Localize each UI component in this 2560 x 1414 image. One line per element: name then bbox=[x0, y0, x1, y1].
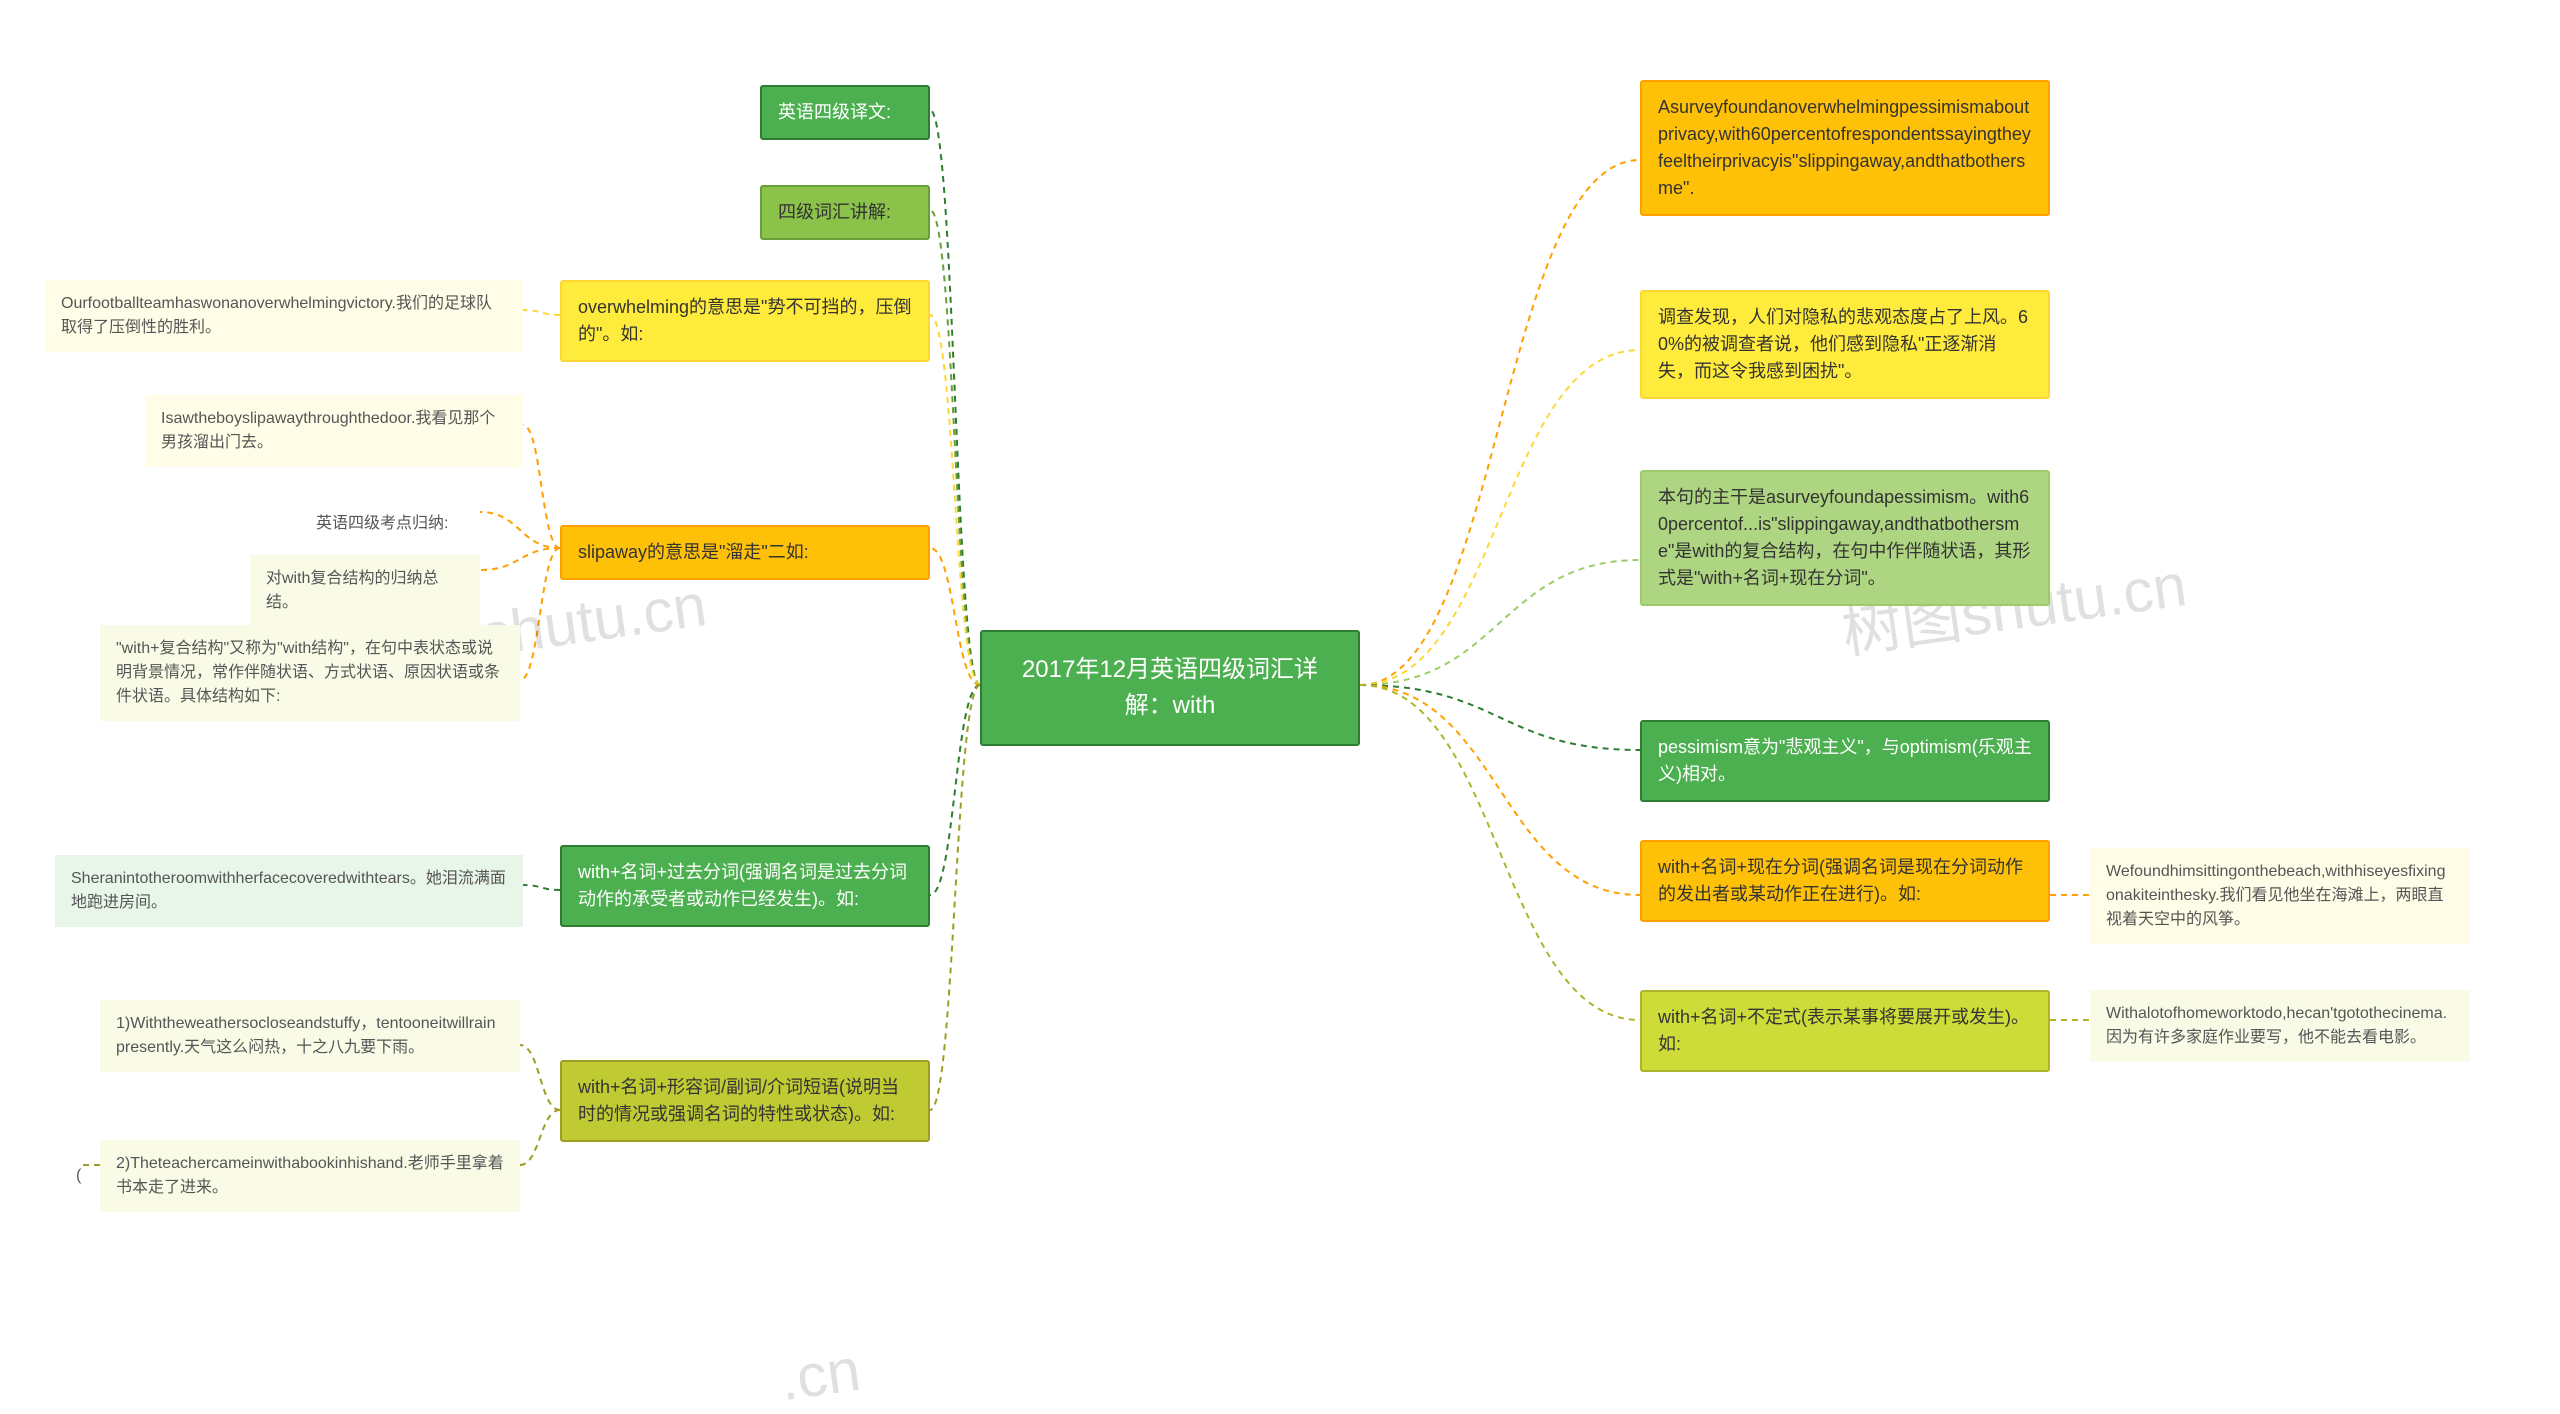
connector bbox=[930, 685, 980, 895]
node-l6: with+名词+形容词/副词/介词短语(说明当时的情况或强调名词的特性或状态)。… bbox=[560, 1060, 930, 1142]
connector bbox=[1360, 560, 1640, 685]
node-r2: 调查发现，人们对隐私的悲观态度占了上风。60%的被调查者说，他们感到隐私"正逐渐… bbox=[1640, 290, 2050, 399]
node-l1: 英语四级译文: bbox=[760, 85, 930, 140]
connector bbox=[480, 548, 560, 570]
connector bbox=[1360, 160, 1640, 685]
node-l3a: Ourfootballteamhaswonanoverwhelmingvicto… bbox=[45, 280, 523, 352]
connector bbox=[1360, 685, 1640, 1020]
connector bbox=[1360, 685, 1640, 895]
connector bbox=[930, 210, 980, 685]
connector bbox=[1360, 685, 1640, 750]
connector bbox=[1360, 350, 1640, 685]
node-r4: pessimism意为"悲观主义"，与optimism(乐观主义)相对。 bbox=[1640, 720, 2050, 802]
node-l5: with+名词+过去分词(强调名词是过去分词动作的承受者或动作已经发生)。如: bbox=[560, 845, 930, 927]
connector bbox=[520, 548, 560, 680]
connector bbox=[520, 1110, 560, 1165]
node-r5: with+名词+现在分词(强调名词是现在分词动作的发出者或某动作正在进行)。如: bbox=[1640, 840, 2050, 922]
connector bbox=[523, 425, 560, 548]
node-r1: Asurveyfoundanoverwhelmingpessimismabout… bbox=[1640, 80, 2050, 216]
connector bbox=[930, 315, 980, 685]
connector bbox=[930, 548, 980, 685]
node-r3: 本句的主干是asurveyfoundapessimism。with60perce… bbox=[1640, 470, 2050, 606]
node-r6a: Withalotofhomeworktodo,hecan'tgotothecin… bbox=[2090, 990, 2470, 1062]
node-l4d: "with+复合结构"又称为"with结构"，在句中表状态或说明背景情况，常作伴… bbox=[100, 625, 520, 721]
connector bbox=[930, 685, 980, 1110]
node-r5a: Wefoundhimsittingonthebeach,withhiseyesf… bbox=[2090, 848, 2470, 944]
node-l4c: 对with复合结构的归纳总结。 bbox=[250, 555, 480, 627]
node-l4a: Isawtheboyslipawaythroughthedoor.我看见那个男孩… bbox=[145, 395, 523, 467]
connector bbox=[523, 310, 560, 315]
center-node: 2017年12月英语四级词汇详解：with bbox=[980, 630, 1360, 746]
node-l4b: 英语四级考点归纳: bbox=[300, 500, 480, 548]
node-l2: 四级词汇讲解: bbox=[760, 185, 930, 240]
connector bbox=[930, 110, 980, 685]
watermark: .cn bbox=[776, 1335, 865, 1414]
node-l4: slipaway的意思是"溜走"二如: bbox=[560, 525, 930, 580]
node-l6b: 2)Theteachercameinwithabookinhishand.老师手… bbox=[100, 1140, 520, 1212]
connector bbox=[480, 512, 560, 548]
node-l5a: Sheranintotheroomwithherfacecoveredwitht… bbox=[55, 855, 523, 927]
node-l3: overwhelming的意思是"势不可挡的，压倒的"。如: bbox=[560, 280, 930, 362]
node-l6a: 1)Withtheweathersocloseandstuffy，tentoon… bbox=[100, 1000, 520, 1072]
node-l6bp: ( bbox=[60, 1152, 92, 1200]
connector bbox=[523, 885, 560, 890]
node-r6: with+名词+不定式(表示某事将要展开或发生)。如: bbox=[1640, 990, 2050, 1072]
connector bbox=[520, 1045, 560, 1110]
